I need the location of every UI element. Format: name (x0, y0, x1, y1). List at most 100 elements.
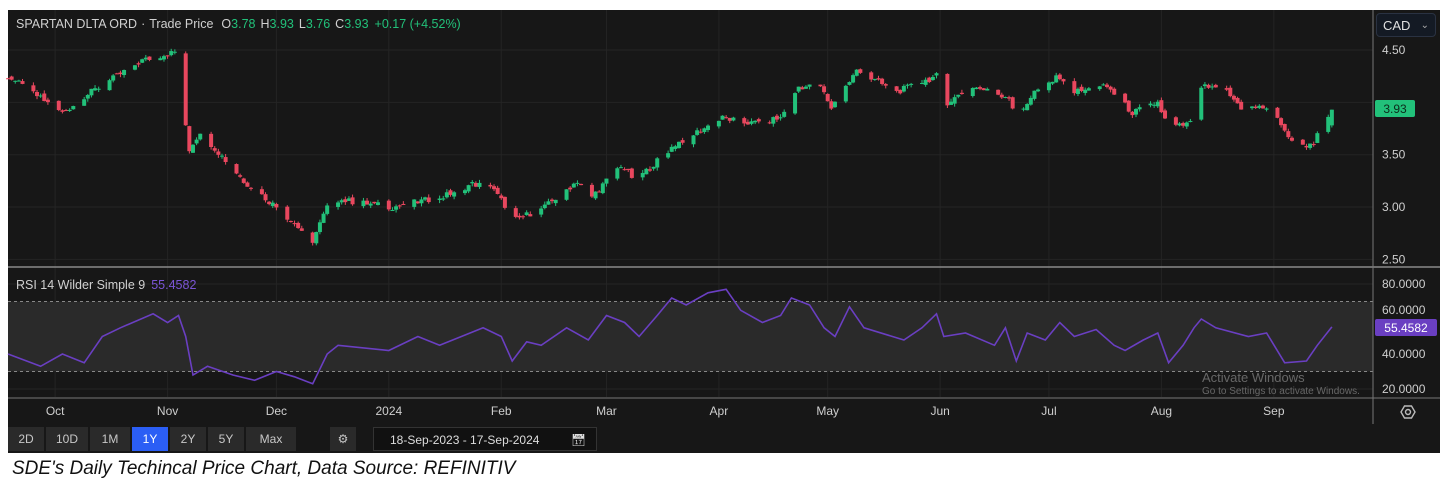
period-button-1m[interactable]: 1M (90, 427, 130, 451)
candles (6, 48, 1334, 246)
candle (473, 181, 478, 188)
candle (488, 182, 493, 189)
candle (6, 77, 10, 80)
hexagon-settings-icon[interactable] (1400, 405, 1416, 419)
candle (774, 114, 779, 122)
candle (285, 205, 290, 223)
currency-dropdown[interactable]: CAD ⌄ (1376, 13, 1436, 37)
candle (1083, 87, 1088, 96)
candle (444, 189, 449, 199)
candle (901, 84, 906, 93)
candle (724, 115, 729, 119)
candle (843, 84, 848, 104)
candle (959, 89, 964, 95)
candle (727, 117, 732, 124)
candle (651, 166, 656, 171)
candle (800, 85, 805, 90)
candle (593, 191, 598, 200)
change-value: +0.17 (+4.52%) (375, 17, 461, 31)
candle (270, 200, 275, 209)
candle (952, 94, 957, 107)
candle (56, 100, 61, 112)
rsi-value: 55.4582 (151, 278, 196, 292)
candle (1025, 103, 1030, 111)
candle (198, 133, 203, 141)
candle (829, 99, 834, 111)
candle (346, 196, 351, 202)
candle (216, 148, 221, 158)
candle (267, 201, 272, 206)
candle (934, 72, 939, 79)
candle (1300, 138, 1305, 145)
figure-caption: SDE's Daily Techincal Price Chart, Data … (12, 458, 516, 479)
candle (985, 87, 990, 91)
candle (981, 88, 986, 91)
candle (539, 205, 544, 218)
period-button-5y[interactable]: 5Y (208, 427, 244, 451)
candle (1260, 104, 1265, 109)
candle (13, 80, 18, 84)
candle (397, 204, 402, 209)
date-range-picker[interactable]: 18-Sep-2023 - 17-Sep-2024 📅︎ (373, 427, 597, 451)
candle (818, 84, 823, 87)
candle (898, 89, 903, 95)
candle (111, 74, 116, 83)
candle (1213, 83, 1218, 88)
candle (169, 48, 174, 57)
candle (546, 198, 551, 205)
x-tick-label: Nov (157, 404, 178, 418)
candle (517, 213, 522, 220)
candle (470, 180, 475, 187)
candle (1101, 83, 1106, 86)
candle (1021, 107, 1026, 112)
candle (1155, 99, 1160, 109)
calendar-icon: 📅︎ (570, 433, 586, 447)
candle (223, 154, 228, 165)
candle (1046, 81, 1051, 93)
candle (16, 79, 21, 82)
rsi-line (7, 288, 1333, 385)
period-button-2d[interactable]: 2D (8, 427, 44, 451)
candle (20, 78, 25, 85)
period-button-10d[interactable]: 10D (46, 427, 88, 451)
candle (673, 144, 678, 152)
rsi-tick-label: 80.0000 (1382, 277, 1426, 291)
candle (339, 198, 344, 205)
candle (219, 153, 224, 159)
chevron-down-icon: ⌄ (1420, 20, 1429, 31)
candle (190, 144, 195, 153)
candle (165, 55, 170, 59)
candle (622, 167, 627, 171)
candle (1133, 108, 1138, 118)
candle (1228, 85, 1233, 98)
candle (1086, 86, 1091, 91)
x-tick-label: Sep (1263, 404, 1285, 418)
candle (756, 117, 761, 124)
candle (883, 83, 888, 89)
candle (1235, 96, 1240, 104)
candle (1097, 85, 1102, 91)
candle (241, 177, 246, 184)
gear-icon[interactable]: ⚙ (330, 427, 356, 451)
candle (314, 231, 319, 246)
candle (521, 214, 526, 220)
candle (1112, 87, 1117, 95)
candle (771, 116, 776, 127)
period-button-2y[interactable]: 2Y (170, 427, 206, 451)
x-tick-label: Jul (1041, 404, 1056, 418)
candle (394, 204, 399, 213)
period-button-1y[interactable]: 1Y (132, 427, 168, 451)
candle (647, 166, 652, 172)
candle (67, 108, 72, 112)
candle (336, 200, 341, 210)
candle (640, 169, 645, 181)
period-button-max[interactable]: Max (246, 427, 296, 451)
candle (767, 120, 772, 125)
candle (1250, 106, 1255, 110)
candle (996, 89, 1001, 96)
candle (136, 61, 141, 68)
candle (1163, 108, 1168, 120)
candle (553, 199, 558, 206)
candle (441, 195, 446, 201)
